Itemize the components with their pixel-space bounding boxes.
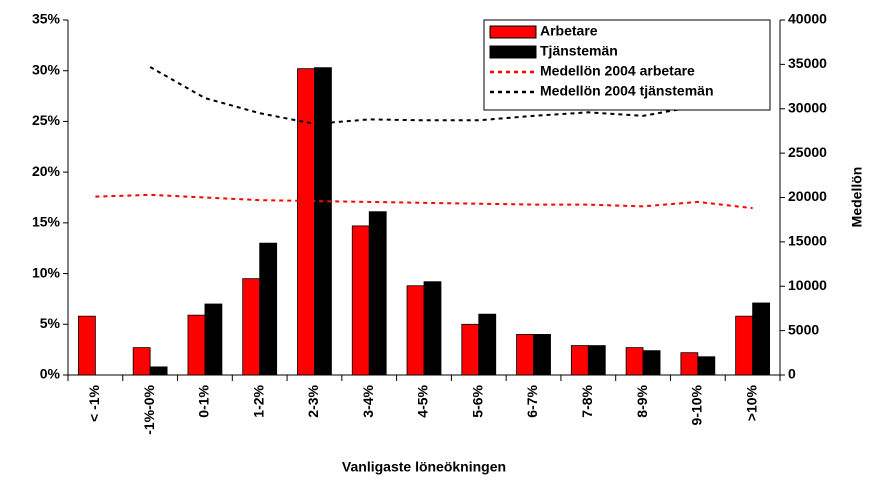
y2-tick-label: 15000 — [788, 233, 827, 249]
y2-tick-label: 30000 — [788, 99, 827, 115]
y2-tick-label: 25000 — [788, 144, 827, 160]
bar — [204, 303, 223, 376]
bar — [461, 323, 480, 376]
bar — [242, 278, 261, 376]
x-tick-label: 4-5% — [415, 384, 431, 417]
x-tick-label: 5-6% — [469, 384, 485, 417]
bar — [516, 334, 534, 376]
bar — [752, 302, 770, 376]
x-tick-label: 0-1% — [196, 384, 212, 417]
x-tick-label: 8-9% — [634, 384, 650, 417]
y-tick-label: 5% — [40, 315, 61, 331]
bar — [351, 225, 370, 376]
bar — [406, 285, 425, 376]
legend-label: Medellön 2004 tjänstemän — [540, 83, 714, 99]
x-tick-label: 7-8% — [579, 384, 595, 417]
bar — [570, 345, 589, 376]
bar — [187, 314, 206, 376]
x-tick-label: < -1% — [86, 384, 102, 422]
bar — [149, 366, 168, 376]
y-tick-label: 25% — [32, 112, 61, 128]
y-tick-label: 30% — [32, 61, 61, 77]
x-tick-label: 9-10% — [689, 384, 705, 425]
bar — [625, 347, 644, 376]
y-tick-label: 0% — [40, 366, 61, 382]
y-tick-label: 15% — [32, 214, 61, 230]
x-tick-label: 2-3% — [305, 384, 321, 417]
x-tick-label: -1%-0% — [141, 384, 157, 434]
x-axis-title: Vanligaste löneökningen — [342, 459, 506, 475]
bar — [735, 315, 754, 376]
bar — [314, 67, 332, 376]
bar — [680, 352, 699, 376]
y2-tick-label: 10000 — [788, 277, 827, 293]
y2-tick-label: 0 — [788, 366, 796, 382]
y2-tick-label: 35000 — [788, 55, 827, 71]
bar — [78, 315, 96, 376]
y2-tick-label: 20000 — [788, 188, 827, 204]
x-tick-label: 1-2% — [250, 384, 266, 417]
y-tick-label: 20% — [32, 163, 61, 179]
legend-swatch — [489, 25, 537, 39]
bar — [132, 347, 151, 376]
bar — [259, 242, 278, 376]
y-tick-label: 35% — [32, 11, 61, 27]
y-tick-label: 10% — [32, 264, 61, 280]
legend-label: Arbetare — [540, 23, 598, 39]
line-series — [149, 66, 753, 125]
bar — [297, 68, 315, 376]
y2-tick-label: 40000 — [788, 11, 827, 27]
bar — [697, 356, 716, 376]
y2-axis-title: Medellön — [849, 167, 865, 228]
bar — [587, 345, 606, 376]
y2-tick-label: 5000 — [788, 321, 819, 337]
line-series — [95, 193, 753, 210]
bar — [533, 334, 551, 376]
bar — [423, 281, 442, 376]
bar — [368, 211, 387, 376]
x-tick-label: 3-4% — [360, 384, 376, 417]
x-tick-label: >10% — [743, 384, 759, 421]
legend-label: Medellön 2004 arbetare — [540, 63, 695, 79]
bar — [642, 350, 661, 376]
x-tick-label: 6-7% — [524, 384, 540, 417]
bar — [478, 313, 497, 376]
legend-label: Tjänstemän — [540, 43, 618, 59]
legend-swatch — [489, 45, 537, 59]
